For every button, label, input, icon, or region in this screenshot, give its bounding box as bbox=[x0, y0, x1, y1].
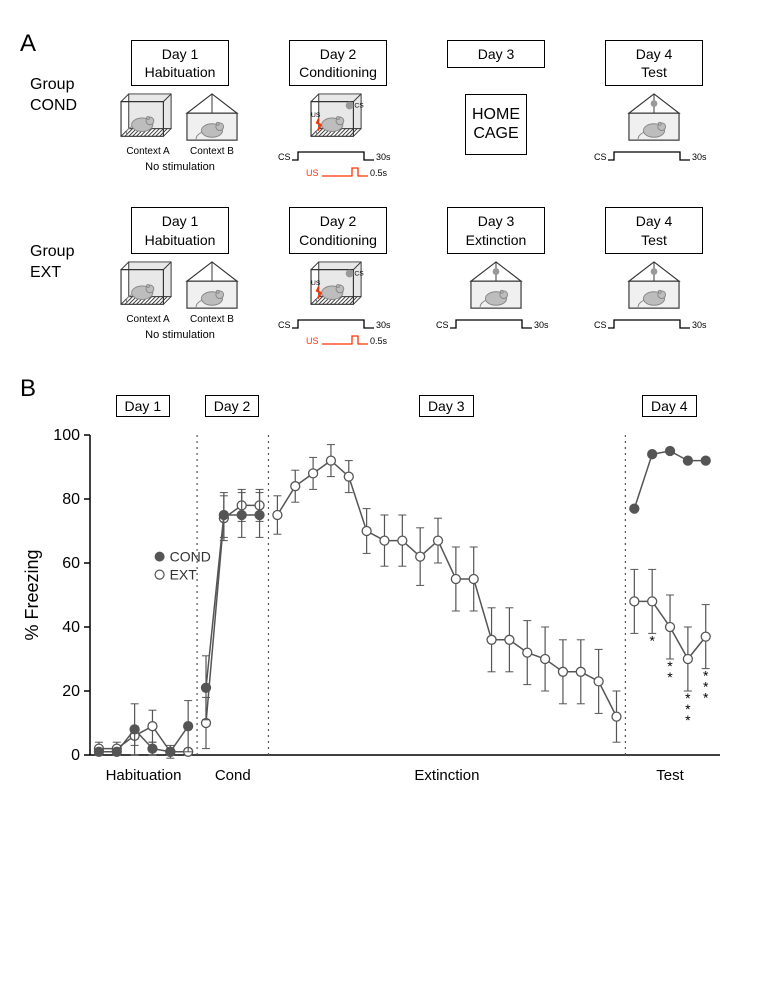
context-b-icon bbox=[467, 260, 525, 312]
day-tag: Day 3 bbox=[419, 395, 474, 417]
context-label: Context A bbox=[126, 146, 169, 157]
svg-text:0.5s: 0.5s bbox=[370, 336, 388, 346]
panel-b: B Day 1Day 2Day 3Day 4 020406080100% Fre… bbox=[20, 385, 753, 805]
svg-text:80: 80 bbox=[62, 491, 80, 508]
svg-text:0: 0 bbox=[71, 747, 80, 764]
svg-text:0.5s: 0.5s bbox=[370, 168, 388, 178]
cs-wave-icon: CS 30s bbox=[436, 316, 556, 339]
day-header: Day 3 bbox=[447, 40, 545, 68]
svg-text:*: * bbox=[649, 632, 655, 648]
svg-text:US: US bbox=[311, 280, 321, 287]
day-header: Day 4Test bbox=[605, 40, 703, 86]
day-tag: Day 1 bbox=[116, 395, 171, 417]
group-cond-row: GroupCONDDay 1Habituation Context A Cont… bbox=[30, 40, 753, 187]
freezing-chart: 0 20 40 60 80 100 % Freezing Habituation Cond Ext… bbox=[20, 385, 740, 805]
svg-text:CS: CS bbox=[354, 270, 364, 277]
context-a-icon bbox=[119, 260, 177, 312]
svg-text:30s: 30s bbox=[692, 320, 707, 330]
day-block: Day 2Conditioning CS US CS 30s US 0.5s bbox=[268, 40, 408, 187]
svg-text:US: US bbox=[306, 336, 319, 346]
context-wrap: Context B bbox=[183, 92, 241, 157]
context-a-icon bbox=[119, 92, 177, 144]
context-a-icon: CS US bbox=[309, 260, 367, 312]
svg-text:Habituation: Habituation bbox=[106, 767, 182, 784]
group-label: GroupEXT bbox=[30, 207, 110, 284]
day-block: Day 1Habituation Context A Context B No s… bbox=[110, 207, 250, 354]
svg-text:CS: CS bbox=[278, 320, 291, 330]
svg-text:% Freezing: % Freezing bbox=[22, 549, 42, 640]
context-wrap: CS US bbox=[309, 260, 367, 312]
day-header: Day 1Habituation bbox=[131, 207, 229, 253]
context-wrap bbox=[625, 92, 683, 144]
panel-a-label: A bbox=[20, 30, 36, 58]
svg-text:100: 100 bbox=[53, 427, 80, 444]
svg-text:EXT: EXT bbox=[170, 566, 198, 582]
context-label: Context A bbox=[126, 314, 169, 325]
cs-us-wave-icon: CS 30s US 0.5s bbox=[278, 316, 398, 355]
svg-text:COND: COND bbox=[170, 548, 211, 564]
context-label: Context B bbox=[190, 146, 234, 157]
svg-text:*: * bbox=[703, 689, 709, 705]
day-block: Day 2Conditioning CS US CS 30s US 0.5s bbox=[268, 207, 408, 354]
svg-text:30s: 30s bbox=[376, 152, 391, 162]
day-tag: Day 2 bbox=[205, 395, 260, 417]
svg-text:CS: CS bbox=[594, 152, 607, 162]
svg-text:US: US bbox=[311, 112, 321, 119]
svg-text:20: 20 bbox=[62, 683, 80, 700]
day-tag: Day 4 bbox=[642, 395, 697, 417]
day-header: Day 2Conditioning bbox=[289, 207, 387, 253]
home-cage-box: HOMECAGE bbox=[465, 94, 527, 154]
svg-text:CS: CS bbox=[278, 152, 291, 162]
panel-a: A GroupCONDDay 1Habituation Context A Co… bbox=[20, 40, 753, 355]
cs-wave-icon: CS 30s bbox=[594, 148, 714, 171]
context-b-icon bbox=[625, 92, 683, 144]
svg-text:US: US bbox=[306, 168, 319, 178]
day-header: Day 1Habituation bbox=[131, 40, 229, 86]
context-wrap: Context A bbox=[119, 92, 177, 157]
day-header: Day 4Test bbox=[605, 207, 703, 253]
day-block: Day 1Habituation Context A Context B No s… bbox=[110, 40, 250, 187]
day-block: Day 3 HOMECAGE bbox=[426, 40, 566, 187]
context-wrap bbox=[467, 260, 525, 312]
svg-text:30s: 30s bbox=[692, 152, 707, 162]
group-ext-row: GroupEXTDay 1Habituation Context A Conte… bbox=[30, 207, 753, 354]
svg-text:30s: 30s bbox=[534, 320, 549, 330]
svg-text:CS: CS bbox=[354, 103, 364, 110]
context-b-icon bbox=[183, 260, 241, 312]
svg-text:60: 60 bbox=[62, 555, 80, 572]
day-block: Day 4Test CS 30s bbox=[584, 207, 724, 354]
svg-text:CS: CS bbox=[594, 320, 607, 330]
context-a-icon: CS US bbox=[309, 92, 367, 144]
context-b-icon bbox=[183, 92, 241, 144]
context-wrap: CS US bbox=[309, 92, 367, 144]
context-label: Context B bbox=[190, 314, 234, 325]
context-wrap bbox=[625, 260, 683, 312]
day-block: Day 4Test CS 30s bbox=[584, 40, 724, 187]
svg-text:Extinction: Extinction bbox=[414, 767, 479, 784]
context-wrap: Context B bbox=[183, 260, 241, 325]
context-wrap: Context A bbox=[119, 260, 177, 325]
svg-text:*: * bbox=[667, 669, 673, 685]
svg-text:30s: 30s bbox=[376, 320, 391, 330]
cs-wave-icon: CS 30s bbox=[594, 316, 714, 339]
svg-text:Cond: Cond bbox=[215, 767, 251, 784]
sub-label: No stimulation bbox=[145, 329, 215, 341]
day-header: Day 3Extinction bbox=[447, 207, 545, 253]
context-b-icon bbox=[625, 260, 683, 312]
svg-text:CS: CS bbox=[436, 320, 449, 330]
day-header: Day 2Conditioning bbox=[289, 40, 387, 86]
svg-text:40: 40 bbox=[62, 619, 80, 636]
group-label: GroupCOND bbox=[30, 40, 110, 117]
sub-label: No stimulation bbox=[145, 161, 215, 173]
day-block: Day 3Extinction CS 30s bbox=[426, 207, 566, 354]
svg-text:*: * bbox=[685, 712, 691, 728]
panel-b-label: B bbox=[20, 375, 36, 403]
svg-text:Test: Test bbox=[656, 767, 684, 784]
cs-us-wave-icon: CS 30s US 0.5s bbox=[278, 148, 398, 187]
